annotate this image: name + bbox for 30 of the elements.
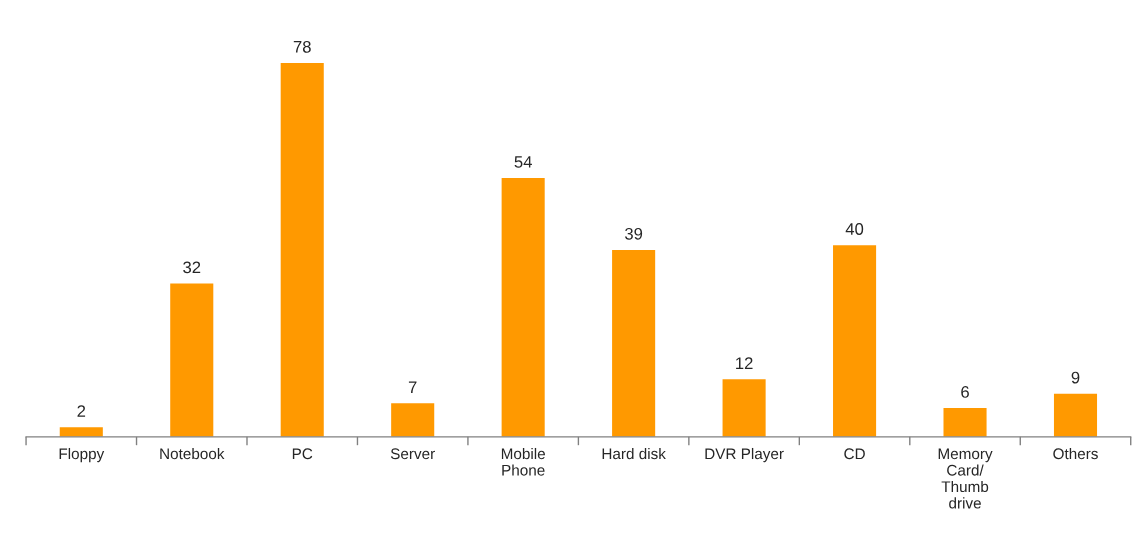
x-tick-label: Notebook — [160, 447, 225, 460]
data-label: 54 — [514, 156, 532, 168]
bar — [943, 408, 987, 437]
data-label: 78 — [293, 40, 311, 53]
data-label: 39 — [625, 227, 643, 240]
x-tick-label: CD — [844, 448, 865, 460]
data-label: 40 — [845, 223, 864, 235]
x-tick-label: Mobile Phone — [501, 447, 545, 476]
x-tick-label: Hard disk — [602, 447, 666, 460]
data-label: 32 — [183, 261, 201, 274]
data-label: 9 — [1071, 371, 1080, 384]
x-tick-label: Server — [390, 448, 435, 460]
bar — [280, 62, 324, 437]
x-tick-label: DVR Player — [705, 447, 784, 463]
x-tick-label: Others — [1053, 447, 1098, 460]
bar — [59, 427, 103, 437]
x-tick-label: Floppy — [59, 447, 105, 463]
bar — [722, 379, 766, 437]
bar — [170, 283, 214, 437]
data-label: 7 — [408, 381, 417, 393]
bar — [1053, 393, 1098, 437]
data-label: 12 — [736, 357, 753, 369]
bar — [391, 403, 435, 437]
bar — [612, 249, 656, 437]
data-label: 2 — [77, 405, 86, 417]
bar — [833, 245, 877, 437]
x-tick-label: Memory Card/ Thumb drive — [938, 448, 993, 509]
bar — [501, 178, 545, 437]
data-label: 6 — [961, 386, 969, 398]
x-tick-label: PC — [292, 448, 313, 460]
